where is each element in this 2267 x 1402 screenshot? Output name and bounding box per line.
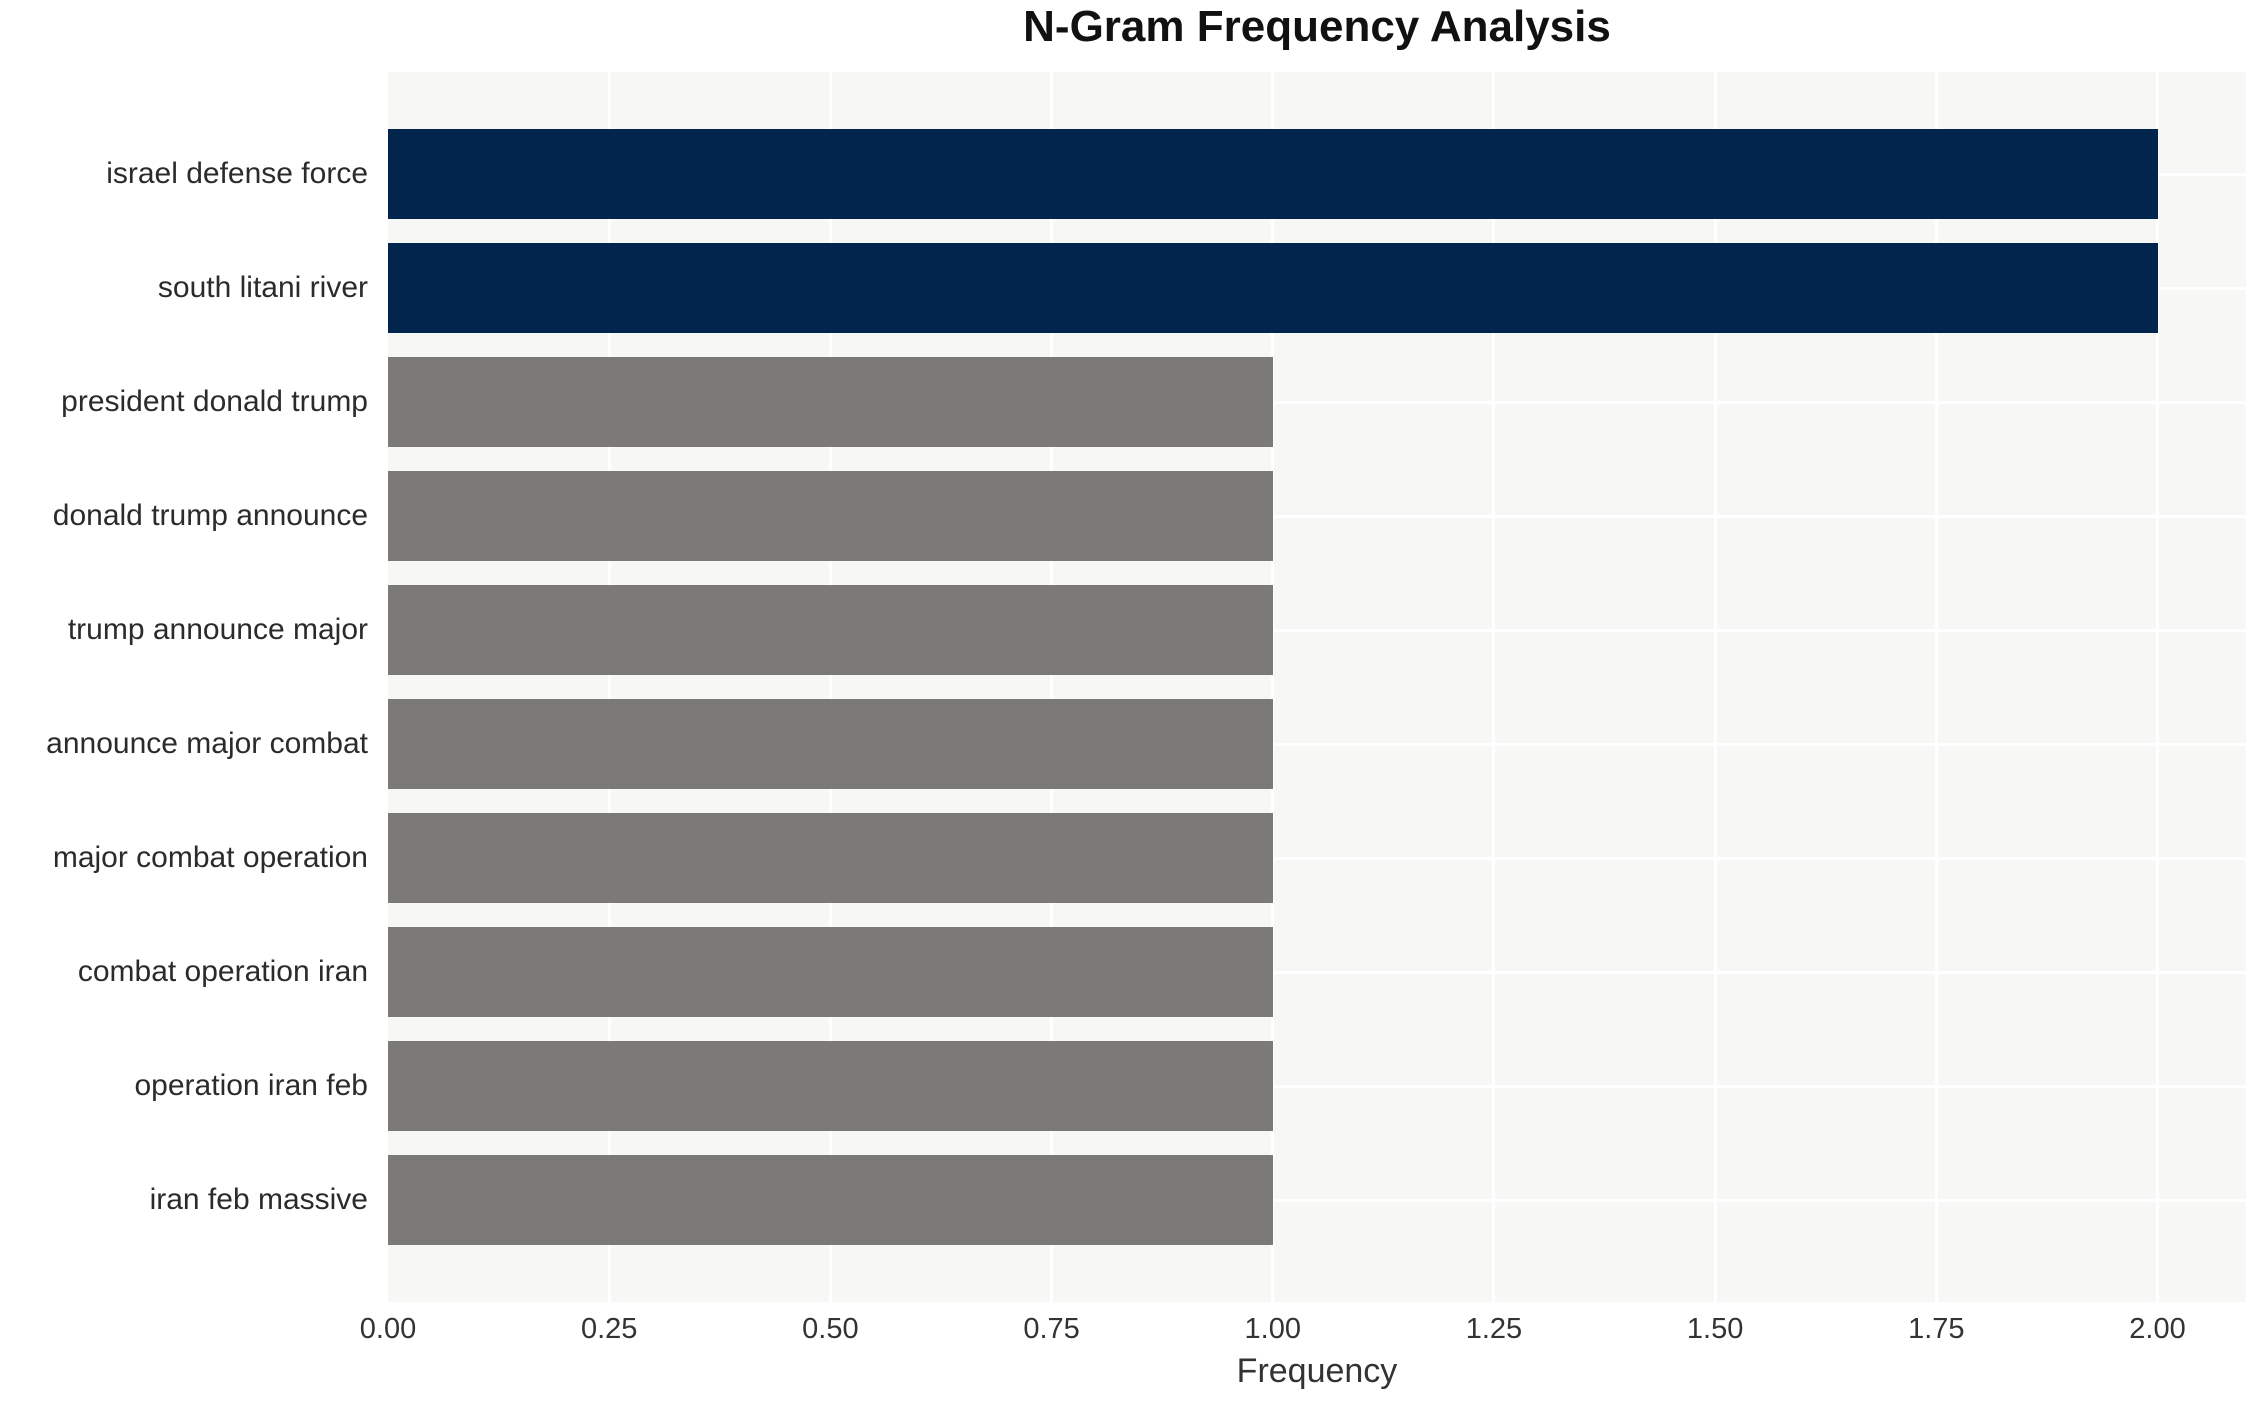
frequency-bar [388, 813, 1273, 903]
horizontal-gridline [388, 743, 2246, 746]
x-axis-label: Frequency [1236, 1352, 1398, 1390]
category-label: president donald trump [61, 385, 368, 418]
x-tick-label: 0.00 [359, 1313, 417, 1345]
x-tick-label: 0.25 [580, 1313, 638, 1345]
bar-track [388, 801, 2246, 915]
bar-row: trump announce major [0, 573, 2267, 687]
x-tick-label: 1.25 [1465, 1313, 1523, 1345]
vertical-gridline [1492, 72, 1496, 1302]
bar-track [388, 231, 2246, 345]
vertical-gridline [2156, 72, 2160, 1302]
horizontal-gridline [388, 629, 2246, 632]
x-tick-label: 1.75 [1908, 1313, 1965, 1345]
x-tick-label: 0.75 [1023, 1313, 1080, 1345]
bar-row: donald trump announce [0, 459, 2267, 573]
frequency-bar [388, 243, 2158, 333]
frequency-bar [388, 471, 1273, 561]
bar-track [388, 345, 2246, 459]
bar-row: president donald trump [0, 345, 2267, 459]
frequency-bar [388, 357, 1273, 447]
category-label: trump announce major [67, 613, 368, 646]
vertical-gridline [1050, 72, 1054, 1302]
frequency-bar [388, 129, 2158, 219]
frequency-bar [388, 1041, 1273, 1131]
x-tick-label: 1.50 [1686, 1313, 1744, 1345]
horizontal-gridline [388, 1199, 2246, 1202]
frequency-bar [388, 927, 1273, 1017]
vertical-gridline [828, 72, 832, 1302]
horizontal-gridline [388, 1085, 2246, 1088]
horizontal-gridline [388, 857, 2246, 860]
x-tick-label: 0.50 [802, 1313, 859, 1345]
bar-track [388, 1143, 2246, 1257]
bar-row: south litani river [0, 231, 2267, 345]
bar-track [388, 687, 2246, 801]
vertical-gridline [1934, 72, 1938, 1302]
category-label: announce major combat [46, 727, 368, 760]
vertical-gridline [607, 72, 611, 1302]
bar-row: israel defense force [0, 117, 2267, 231]
category-label: major combat operation [52, 841, 368, 874]
bar-track [388, 573, 2246, 687]
category-label: combat operation iran [77, 955, 368, 988]
frequency-bar [388, 585, 1273, 675]
horizontal-gridline [388, 401, 2246, 404]
vertical-gridline [1271, 72, 1275, 1302]
vertical-gridline [1713, 72, 1717, 1302]
x-tick-label: 2.00 [2129, 1313, 2186, 1345]
frequency-bar [388, 699, 1273, 789]
category-label: operation iran feb [134, 1069, 369, 1102]
x-axis-ticks: 0.00 0.25 0.50 0.75 1.00 1.25 1.50 1.75 2.00 [360, 1313, 2246, 1353]
bar-track [388, 1029, 2246, 1143]
bar-track [388, 117, 2246, 231]
bar-track [388, 459, 2246, 573]
x-tick-label: 1.00 [1244, 1313, 1301, 1345]
category-label: south litani river [157, 271, 368, 304]
bar-row: iran feb massive [0, 1143, 2267, 1257]
category-label: iran feb massive [149, 1183, 368, 1216]
category-label: israel defense force [106, 157, 368, 190]
bar-row: combat operation iran [0, 915, 2267, 1029]
bar-row: announce major combat [0, 687, 2267, 801]
category-label: donald trump announce [52, 499, 368, 532]
bar-track [388, 915, 2246, 1029]
horizontal-gridline [388, 515, 2246, 518]
chart-title: N-Gram Frequency Analysis [1023, 2, 1611, 51]
frequency-bar [388, 1155, 1273, 1245]
bar-row: major combat operation [0, 801, 2267, 915]
bar-row: operation iran feb [0, 1029, 2267, 1143]
horizontal-gridline [388, 971, 2246, 974]
bar-rows: israel defense force south litani river pr… [0, 72, 2267, 1347]
